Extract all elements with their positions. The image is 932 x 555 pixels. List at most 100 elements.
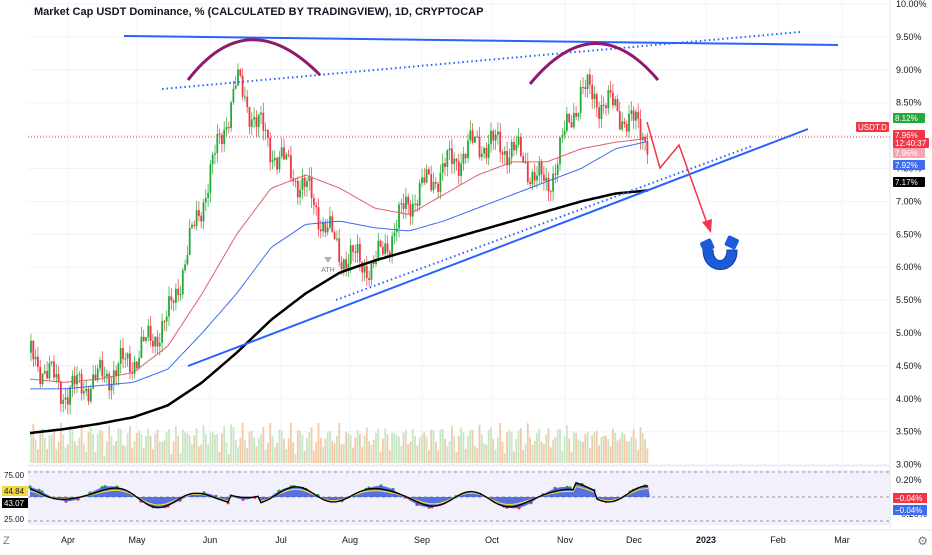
oscillator-pane[interactable] bbox=[28, 471, 890, 522]
candle-body bbox=[257, 114, 260, 128]
top-arc-right[interactable] bbox=[528, 42, 660, 85]
volume-bar bbox=[101, 431, 104, 463]
volume-bar bbox=[244, 440, 246, 463]
support-trendline[interactable] bbox=[187, 128, 809, 367]
volume-bar bbox=[292, 442, 295, 463]
price-tick-label: 9.00% bbox=[896, 65, 922, 75]
volume-bar bbox=[296, 430, 299, 463]
candle-body bbox=[115, 370, 117, 376]
volume-bar bbox=[195, 427, 198, 463]
volume-bar bbox=[345, 431, 347, 463]
candle-body bbox=[414, 203, 416, 205]
volume-bar bbox=[257, 437, 260, 463]
time-axis[interactable]: Apr May Jun Jul Aug Sep Oct Nov Dec 2023 Feb Mar bbox=[61, 535, 850, 545]
candle-body bbox=[464, 153, 467, 159]
volume-bar bbox=[393, 433, 396, 463]
volume-bar bbox=[554, 437, 557, 463]
volume-bar bbox=[356, 430, 359, 463]
candle-body bbox=[218, 133, 221, 135]
candle-body bbox=[547, 177, 550, 192]
candle-body bbox=[386, 243, 389, 253]
volume-bar bbox=[108, 424, 111, 463]
candle-body bbox=[388, 252, 391, 257]
volume-bar bbox=[586, 431, 589, 463]
candle-body bbox=[287, 154, 290, 156]
candle-body bbox=[368, 278, 370, 281]
volume-bar bbox=[152, 449, 154, 463]
zoom-button[interactable]: Z bbox=[3, 535, 10, 547]
volume-bar bbox=[566, 424, 568, 463]
volume-bar bbox=[382, 438, 384, 463]
candle-body bbox=[301, 177, 304, 190]
ath-marker bbox=[324, 257, 332, 263]
upper-dotted-trendline[interactable] bbox=[161, 31, 801, 90]
candle-body bbox=[271, 160, 274, 163]
candle-body bbox=[53, 361, 55, 378]
osc-tick-label: 0.20% bbox=[896, 475, 922, 485]
candle-body bbox=[462, 153, 465, 164]
volume-bar bbox=[354, 437, 357, 463]
candle-body bbox=[598, 107, 600, 119]
magnet-icon[interactable] bbox=[699, 235, 739, 270]
volume-bar bbox=[276, 442, 278, 463]
candle-body bbox=[520, 136, 522, 156]
volume-bar bbox=[225, 442, 228, 463]
volume-bar bbox=[641, 433, 644, 463]
lower-dotted-trendline[interactable] bbox=[335, 145, 753, 301]
candle-body bbox=[186, 255, 189, 265]
candle-body bbox=[632, 110, 635, 121]
time-tick-label: Aug bbox=[342, 535, 358, 545]
oscillator-axis[interactable]: 0.20%0.00%−0.20%−0.04%−0.04% bbox=[893, 475, 927, 519]
volume-bar bbox=[163, 440, 166, 463]
candle-body bbox=[476, 136, 479, 138]
candle-body bbox=[395, 228, 398, 233]
top-arc-left[interactable] bbox=[186, 38, 322, 81]
volume-bar bbox=[639, 427, 642, 463]
resistance-trendline[interactable] bbox=[123, 35, 839, 46]
volume-bar bbox=[437, 450, 439, 463]
volume-bar bbox=[216, 433, 219, 463]
price-tick-label: 10.00% bbox=[896, 0, 927, 9]
projection-arrow[interactable] bbox=[646, 121, 709, 227]
volume-bar bbox=[563, 436, 566, 463]
candle-body bbox=[575, 113, 577, 117]
candle-body bbox=[430, 174, 433, 191]
volume-bar bbox=[165, 431, 168, 463]
candle-body bbox=[99, 360, 101, 369]
volume-bar bbox=[50, 434, 53, 463]
candle-body bbox=[391, 236, 393, 257]
candle-body bbox=[513, 141, 515, 151]
volume-bar bbox=[138, 430, 140, 463]
time-tick-label: Dec bbox=[626, 535, 643, 545]
candle-body bbox=[485, 147, 488, 158]
candle-body bbox=[382, 246, 384, 255]
volume-bar bbox=[158, 441, 161, 463]
candle-body bbox=[299, 189, 301, 198]
candle-body bbox=[630, 110, 633, 114]
price-badge bbox=[893, 177, 925, 187]
gear-icon[interactable]: ⚙ bbox=[917, 534, 928, 548]
osc-left-label: 25.00 bbox=[4, 515, 25, 524]
time-tick-label: Mar bbox=[834, 535, 850, 545]
volume-bar bbox=[253, 437, 255, 463]
candle-body bbox=[572, 113, 575, 128]
volume-bar bbox=[644, 439, 646, 463]
candle-body bbox=[349, 245, 352, 264]
volume-bar bbox=[193, 435, 196, 463]
volume-bar bbox=[310, 427, 313, 463]
candle-body bbox=[441, 163, 444, 173]
candle-body bbox=[605, 105, 607, 109]
candle-body bbox=[453, 158, 456, 165]
candle-body bbox=[508, 157, 511, 166]
price-badges: 8.12% USDT.D 7.96%12:40:377.96% 7.92% 7.17% bbox=[856, 113, 929, 187]
price-badge-text: 12:40:37 bbox=[895, 139, 927, 148]
volume-bar bbox=[170, 453, 173, 463]
candle-body bbox=[108, 373, 111, 391]
candle-body bbox=[586, 74, 589, 90]
candle-body bbox=[221, 134, 223, 145]
candle-body bbox=[559, 137, 561, 165]
candle-body bbox=[96, 368, 99, 381]
